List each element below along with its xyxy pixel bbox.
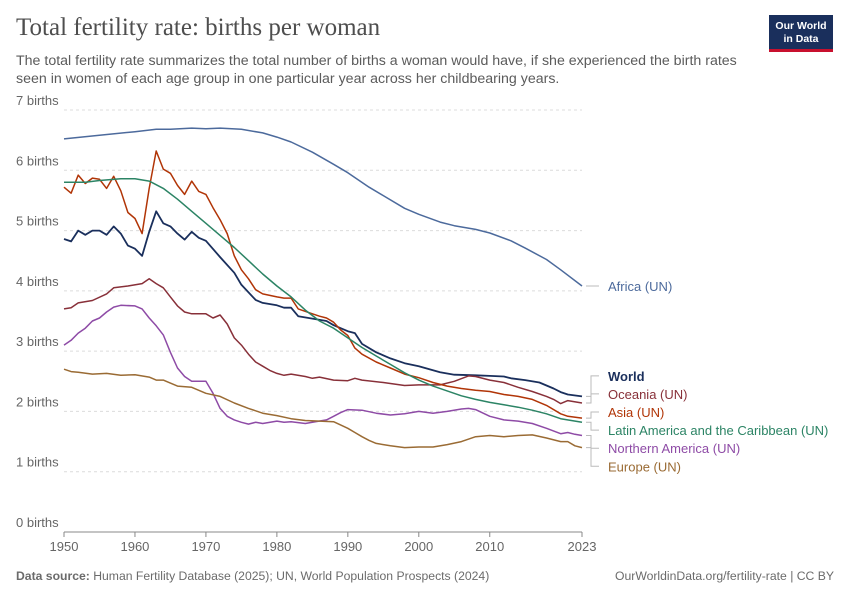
y-tick-label: 1 births: [16, 455, 59, 470]
data-source: Data source: Human Fertility Database (2…: [16, 569, 489, 583]
series-label: Africa (UN): [608, 279, 672, 294]
label-connector: [586, 375, 599, 397]
series-line: [63, 304, 583, 437]
x-tick-label: 2000: [404, 539, 433, 554]
data-source-label: Data source:: [16, 569, 90, 583]
x-tick-label: 2023: [568, 539, 597, 554]
axis-layer: 0 births 1 births 2 births 3 births 4 births…: [16, 93, 596, 554]
x-tick-label: 1980: [262, 539, 291, 554]
y-tick-label: 0 births: [16, 515, 59, 530]
y-tick-label: 2 births: [16, 394, 59, 409]
owid-logo[interactable]: Our World in Data: [769, 15, 833, 52]
x-tick-label: 1990: [333, 539, 362, 554]
logo-line-2: in Data: [783, 32, 819, 45]
y-tick-label: 5 births: [16, 214, 59, 229]
x-tick-label: 1950: [50, 539, 79, 554]
series-label: Northern America (UN): [608, 441, 740, 456]
series-line: [63, 210, 583, 398]
y-tick-label: 3 births: [16, 334, 59, 349]
label-connector: [586, 393, 599, 404]
chart-title: Total fertility rate: births per woman: [16, 14, 381, 41]
label-connector: [586, 435, 599, 449]
credit-link[interactable]: OurWorldinData.org/fertility-rate | CC B…: [615, 569, 834, 583]
series-line: [63, 278, 583, 405]
series-line: [64, 177, 583, 424]
series-layer: [63, 127, 583, 449]
y-tick-label: 4 births: [16, 274, 59, 289]
y-tick-label: 7 births: [16, 93, 59, 108]
chart-subtitle: The total fertility rate summarizes the …: [16, 53, 737, 87]
label-layer: Africa (UN) World Oceania (UN) Asia (UN) Lat…: [586, 279, 828, 474]
x-tick-label: 1970: [191, 539, 220, 554]
x-tick-label: 1960: [120, 539, 149, 554]
series-label: World: [608, 369, 645, 384]
logo-line-1: Our World: [775, 20, 827, 32]
label-connector: [586, 447, 599, 467]
series-label: Europe (UN): [608, 459, 681, 474]
x-tick-label: 2010: [475, 539, 504, 554]
grid-layer: [64, 109, 582, 533]
series-label: Oceania (UN): [608, 387, 687, 402]
series-line: [63, 127, 583, 287]
label-connector: [586, 421, 599, 431]
series-line: [63, 368, 583, 449]
y-tick-label: 6 births: [16, 153, 59, 168]
label-connector: [586, 411, 599, 419]
series-label: Latin America and the Caribbean (UN): [608, 423, 828, 438]
data-source-text: Human Fertility Database (2025); UN, Wor…: [93, 569, 490, 583]
series-label: Asia (UN): [608, 405, 664, 420]
series-line: [63, 150, 583, 419]
